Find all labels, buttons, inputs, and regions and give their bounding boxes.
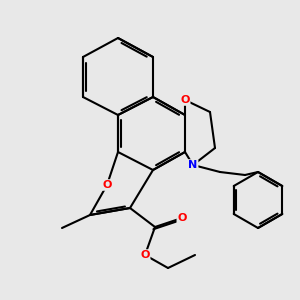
Text: N: N xyxy=(188,160,198,170)
Text: O: O xyxy=(180,95,190,105)
Text: O: O xyxy=(177,213,187,223)
Text: O: O xyxy=(102,180,112,190)
Text: O: O xyxy=(140,250,150,260)
